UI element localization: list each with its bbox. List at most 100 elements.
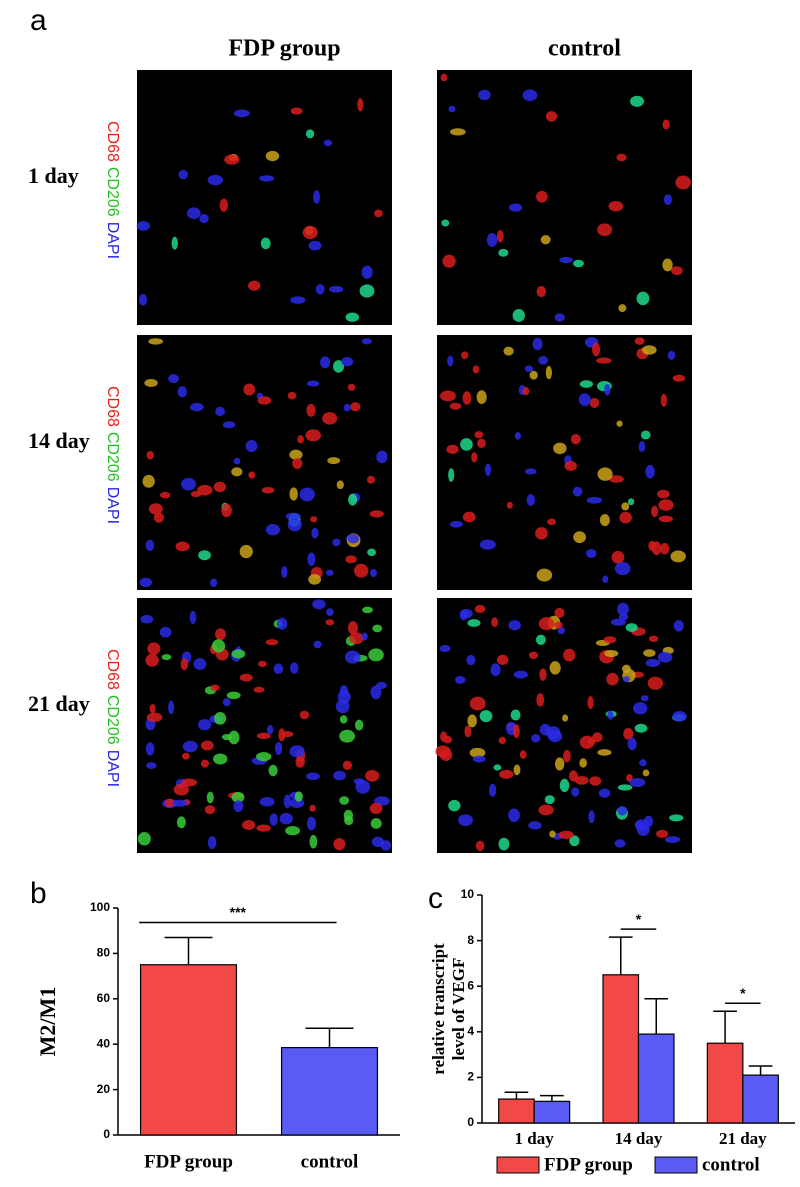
cell — [603, 636, 617, 644]
cell — [370, 818, 382, 829]
x-tick-label: FDP group — [144, 1151, 233, 1172]
panel-label: a — [30, 4, 47, 37]
cell — [539, 723, 551, 736]
cell — [459, 609, 468, 621]
cell — [553, 442, 567, 455]
cell — [643, 649, 656, 657]
row-label: 14 day — [28, 428, 90, 453]
cell — [181, 477, 197, 491]
cell — [206, 791, 214, 804]
cell — [466, 654, 476, 666]
cell — [448, 799, 461, 812]
cell — [294, 791, 303, 802]
cell — [670, 550, 686, 563]
cell — [639, 759, 647, 767]
cell — [193, 658, 207, 670]
cell — [549, 830, 556, 838]
cell — [586, 548, 597, 558]
cell — [186, 207, 201, 219]
cell — [361, 338, 372, 345]
micrograph — [437, 70, 692, 325]
cell — [214, 711, 227, 725]
cell — [145, 653, 159, 667]
cell — [476, 390, 487, 405]
cell — [239, 544, 253, 559]
cell — [641, 345, 657, 355]
cell — [289, 449, 303, 460]
cell — [526, 494, 536, 506]
micrograph — [437, 598, 692, 853]
y-tick-label: 0 — [103, 1127, 110, 1141]
cell — [313, 640, 322, 649]
cell — [622, 676, 630, 683]
cell — [182, 740, 198, 753]
cell — [289, 745, 305, 758]
cell — [562, 714, 569, 722]
cell — [312, 599, 326, 610]
cell — [477, 438, 486, 449]
cell — [339, 715, 348, 724]
legend-label: control — [702, 1154, 760, 1175]
cell — [524, 468, 537, 475]
cell — [536, 286, 547, 298]
cell — [540, 235, 551, 245]
cell — [535, 634, 546, 646]
cell — [488, 783, 497, 797]
cell — [474, 604, 486, 613]
cell — [563, 648, 576, 662]
bar — [533, 1100, 571, 1124]
cell — [536, 568, 553, 582]
cell — [636, 291, 650, 306]
cell — [440, 390, 456, 402]
cell — [149, 704, 156, 714]
cell — [145, 742, 155, 756]
cell — [337, 690, 351, 704]
cell — [638, 441, 646, 453]
cell — [173, 783, 190, 796]
cell — [599, 513, 610, 527]
cell — [350, 402, 361, 412]
cell — [522, 386, 530, 396]
micrograph — [137, 335, 392, 590]
cell — [299, 487, 315, 502]
cell — [571, 787, 580, 797]
cell — [442, 254, 456, 268]
cell — [443, 736, 453, 744]
cell — [574, 775, 589, 785]
cell — [645, 658, 661, 667]
cell — [509, 203, 523, 212]
y-tick-label: 6 — [467, 978, 474, 992]
cell — [617, 806, 628, 816]
cell — [257, 396, 272, 405]
cell — [588, 738, 596, 745]
cell — [669, 814, 684, 822]
cell — [197, 484, 213, 496]
cell — [564, 460, 577, 471]
cell — [454, 675, 466, 684]
cell — [370, 568, 377, 578]
cell — [648, 635, 659, 642]
cell — [213, 753, 228, 765]
cell — [462, 511, 476, 523]
cell — [572, 486, 583, 497]
cell — [514, 431, 522, 440]
cell — [611, 550, 625, 564]
cell — [215, 628, 227, 641]
cell — [215, 406, 225, 417]
cell — [563, 749, 571, 763]
cell — [547, 518, 556, 526]
cell — [493, 764, 502, 771]
significance-label: * — [636, 911, 642, 927]
cell — [309, 804, 316, 812]
cell — [648, 540, 656, 551]
cell — [283, 794, 291, 809]
cell — [306, 816, 317, 831]
cell — [484, 463, 492, 476]
cell — [449, 128, 466, 136]
cell — [439, 749, 453, 761]
cell — [190, 402, 204, 412]
cell — [640, 430, 651, 440]
y-tick-label: 10 — [461, 887, 475, 901]
cell — [372, 624, 383, 633]
cell — [369, 510, 384, 518]
